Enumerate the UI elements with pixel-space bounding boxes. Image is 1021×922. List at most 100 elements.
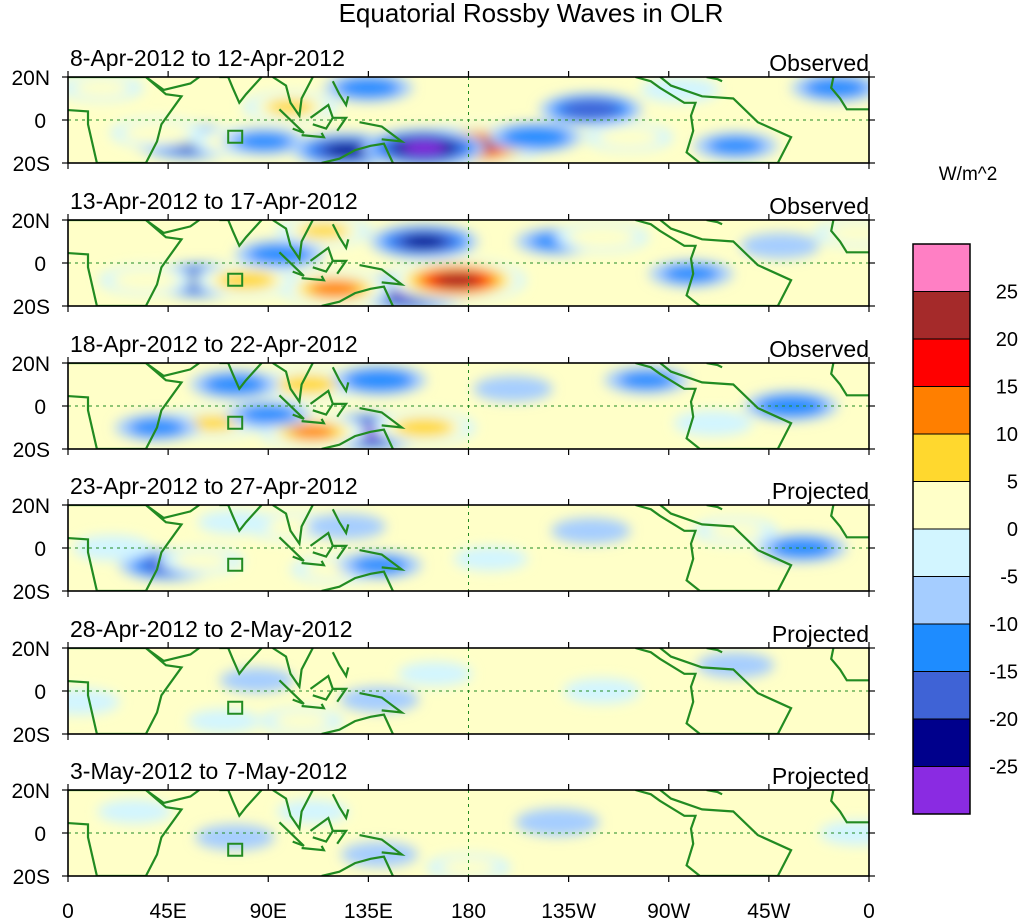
colorbar-tick-label: 0 xyxy=(1007,519,1018,541)
coastline xyxy=(635,77,793,163)
anomaly-blob xyxy=(173,551,230,570)
y-tick-label: 20S xyxy=(13,296,50,319)
anomaly-blob xyxy=(673,410,753,437)
anomaly-blob xyxy=(273,712,330,731)
anomaly-blob xyxy=(397,661,473,686)
coastline xyxy=(301,845,326,852)
anomaly-blob xyxy=(279,375,338,394)
y-tick-label: 20S xyxy=(13,724,50,747)
anomaly-blob xyxy=(453,546,528,571)
anomaly-blob xyxy=(203,374,267,395)
coastline xyxy=(331,508,350,536)
coastline xyxy=(68,77,184,163)
coastline xyxy=(278,394,305,420)
colorbar-tick-label: -5 xyxy=(1000,567,1018,589)
coastline xyxy=(635,505,793,591)
coastline xyxy=(278,536,305,562)
anomaly-field xyxy=(68,363,869,449)
coastlines xyxy=(68,363,869,449)
anomaly-blob xyxy=(696,652,775,678)
coastline xyxy=(635,363,793,449)
coastline xyxy=(301,703,326,710)
x-tick-label: 0 xyxy=(863,900,875,922)
panel-status: Projected xyxy=(772,621,869,647)
coastline xyxy=(272,77,314,119)
colorbar-tick-label: 20 xyxy=(996,329,1018,351)
coastlines xyxy=(68,220,869,306)
y-tick-label: 0 xyxy=(34,253,46,276)
coastline xyxy=(321,570,394,591)
panels: 20N 0 20S 8-Apr-2012 to 12-Apr-2012 Observed… xyxy=(11,45,875,889)
coastline xyxy=(359,549,406,572)
anomaly-blob xyxy=(707,136,764,155)
colorbar-frame xyxy=(912,243,971,815)
coastline xyxy=(145,648,200,663)
coastline xyxy=(321,285,394,306)
anomaly-blob xyxy=(663,264,719,283)
coastline xyxy=(145,77,200,92)
coastline xyxy=(219,505,263,533)
coastline xyxy=(332,544,349,560)
anomaly-blob xyxy=(111,269,181,292)
coastline xyxy=(830,648,869,682)
region-box xyxy=(227,129,244,144)
y-tick-label: 0 xyxy=(34,681,46,704)
coastline xyxy=(68,648,184,734)
anomaly-blob xyxy=(266,99,315,115)
anomaly-blob xyxy=(337,77,400,98)
colorbar-tick-label: -10 xyxy=(989,614,1018,636)
coastline xyxy=(219,790,263,818)
x-tick-label: 135W xyxy=(541,900,596,922)
coastline xyxy=(332,259,349,275)
colorbar-bin xyxy=(912,386,971,435)
panel-status: Observed xyxy=(769,193,869,219)
colorbar-bin xyxy=(912,528,971,577)
x-tick-label: 90E xyxy=(250,900,287,922)
y-tick-label: 20N xyxy=(11,67,50,90)
y-tick-label: 20S xyxy=(13,439,50,462)
anomaly-blob xyxy=(394,418,454,437)
anomaly-blob xyxy=(324,143,368,157)
colorbar-tick-label: -25 xyxy=(989,757,1018,779)
panel-4: 20N 0 20S 23-Apr-2012 to 27-Apr-2012 Project… xyxy=(11,473,875,604)
anomaly-blob xyxy=(122,121,192,144)
anomaly-blob xyxy=(309,280,361,297)
coastline xyxy=(321,142,394,163)
x-tick-label: 45W xyxy=(747,900,790,922)
y-tick-label: 20N xyxy=(11,638,50,661)
colorbar-bin xyxy=(912,481,971,530)
coastline xyxy=(332,402,349,418)
anomaly-blob xyxy=(819,820,869,846)
colorbar-bin xyxy=(912,291,971,340)
x-tick-label: 90W xyxy=(647,900,690,922)
coastline xyxy=(219,648,263,676)
coastline xyxy=(359,264,406,287)
panel-period: 13-Apr-2012 to 17-Apr-2012 xyxy=(70,188,358,214)
panel-3: 20N 0 20S 18-Apr-2012 to 22-Apr-2012 Observe… xyxy=(11,331,875,462)
x-tick-label: 0 xyxy=(62,900,74,922)
coastline xyxy=(301,132,326,139)
coastline xyxy=(301,275,326,282)
anomaly-blob xyxy=(435,272,480,288)
y-tick-label: 20S xyxy=(13,581,50,604)
coastline xyxy=(359,407,406,430)
coastline xyxy=(321,855,394,876)
colorbar-bin xyxy=(912,433,971,482)
panel-6: 20N 0 20S 3-May-2012 to 7-May-2012 Projected xyxy=(11,758,875,889)
coastline xyxy=(68,505,184,591)
colorbar-tick-label: 5 xyxy=(1007,472,1018,494)
anomaly-blob xyxy=(770,537,834,559)
coastline xyxy=(635,790,793,876)
coastline xyxy=(68,790,184,876)
colorbar-bin xyxy=(912,576,971,625)
colorbar-bin xyxy=(912,718,971,767)
anomaly-blob xyxy=(187,709,260,733)
coastline xyxy=(68,220,184,306)
coastline xyxy=(301,418,326,425)
anomaly-blob xyxy=(567,226,637,249)
coastline xyxy=(635,648,793,734)
y-tick-label: 20S xyxy=(13,866,50,889)
coastline xyxy=(331,651,350,679)
anomaly-blob xyxy=(306,513,386,540)
